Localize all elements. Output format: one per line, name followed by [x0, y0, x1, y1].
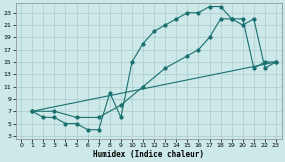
- X-axis label: Humidex (Indice chaleur): Humidex (Indice chaleur): [93, 150, 204, 159]
